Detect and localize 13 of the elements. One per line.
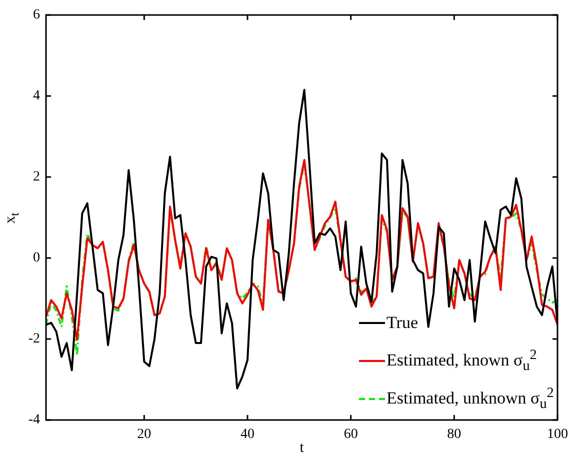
- x-tick-label: 80: [447, 427, 462, 442]
- x-tick-label: 60: [344, 427, 358, 442]
- legend-label: True: [386, 313, 418, 333]
- x-tick-label: 20: [137, 427, 152, 442]
- y-tick-label: 0: [33, 250, 40, 266]
- x-tick-label: 100: [547, 427, 568, 442]
- y-tick-label: 4: [33, 88, 40, 104]
- y-tick-label: 6: [33, 8, 40, 23]
- y-tick-label: -2: [28, 332, 40, 347]
- x-tick-label: 40: [240, 427, 254, 442]
- y-tick-label: -4: [28, 412, 40, 428]
- x-axis-title: t: [300, 440, 304, 455]
- y-tick-label: 2: [33, 170, 40, 185]
